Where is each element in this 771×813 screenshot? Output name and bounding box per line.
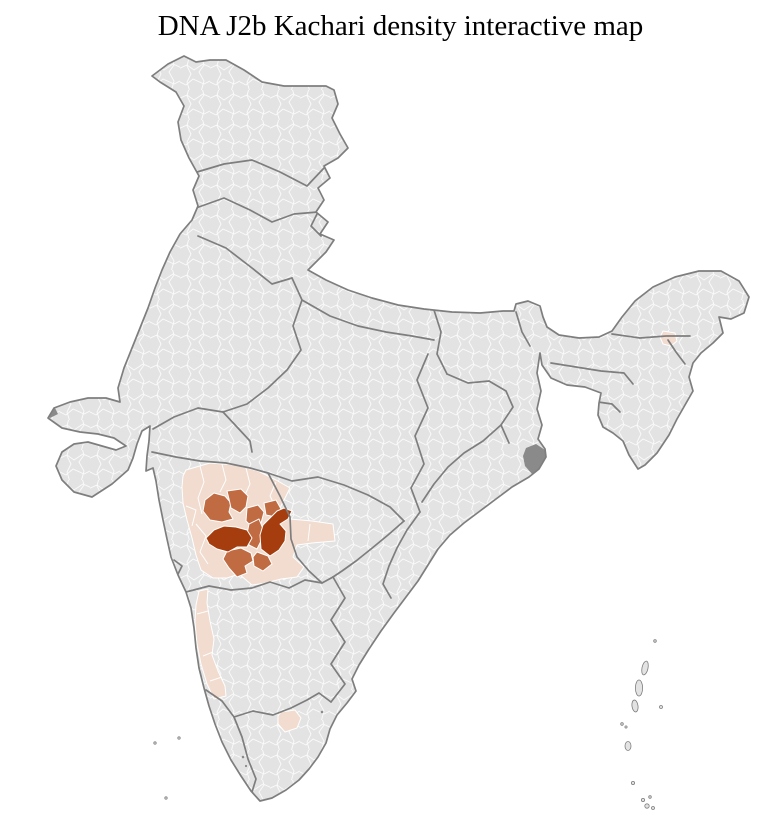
- district-low-coastal-strip[interactable]: [194, 588, 227, 700]
- nicobar-islet: [648, 795, 652, 799]
- andaman-island: [641, 660, 649, 676]
- district-low-northeast[interactable]: [659, 330, 678, 347]
- district-high-1[interactable]: [205, 525, 253, 553]
- coastal-lagoon-dot: [324, 746, 328, 750]
- lakshadweep-islet: [153, 741, 157, 745]
- district-low-southern[interactable]: [277, 709, 302, 733]
- page-title: DNA J2b Kachari density interactive map: [157, 10, 644, 42]
- india-outline: [47, 55, 750, 802]
- lakshadweep-islet: [177, 736, 181, 740]
- district-medium-1[interactable]: [202, 492, 234, 523]
- island-territories[interactable]: [153, 639, 663, 810]
- andaman-island: [631, 699, 639, 713]
- coastal-lagoon-dot: [320, 710, 324, 714]
- low-belt-district-lines: [185, 463, 311, 565]
- district-medium-6[interactable]: [222, 547, 254, 578]
- nicobar-islet: [641, 798, 646, 803]
- coastal-lagoon-dot: [310, 774, 314, 778]
- nicobar-island: [624, 741, 632, 751]
- state-borders: [151, 159, 691, 793]
- nicobar-islet: [631, 781, 636, 786]
- density-districts[interactable]: [181, 330, 678, 733]
- coastal-strip-district-lines: [196, 610, 223, 682]
- district-medium-2[interactable]: [226, 488, 249, 514]
- andaman-island: [635, 679, 644, 697]
- andaman-islet: [659, 705, 663, 709]
- andaman-islet: [620, 722, 624, 726]
- district-high-2[interactable]: [259, 507, 293, 557]
- backwater-dot: [244, 764, 248, 768]
- andaman-islet: [624, 725, 628, 729]
- nicobar-islet: [651, 806, 655, 810]
- nicobar-island: [644, 803, 650, 809]
- district-medium-7[interactable]: [252, 551, 273, 572]
- lakshadweep-islet: [164, 796, 168, 800]
- andaman-islet: [653, 639, 657, 643]
- backwater-dot: [241, 755, 245, 759]
